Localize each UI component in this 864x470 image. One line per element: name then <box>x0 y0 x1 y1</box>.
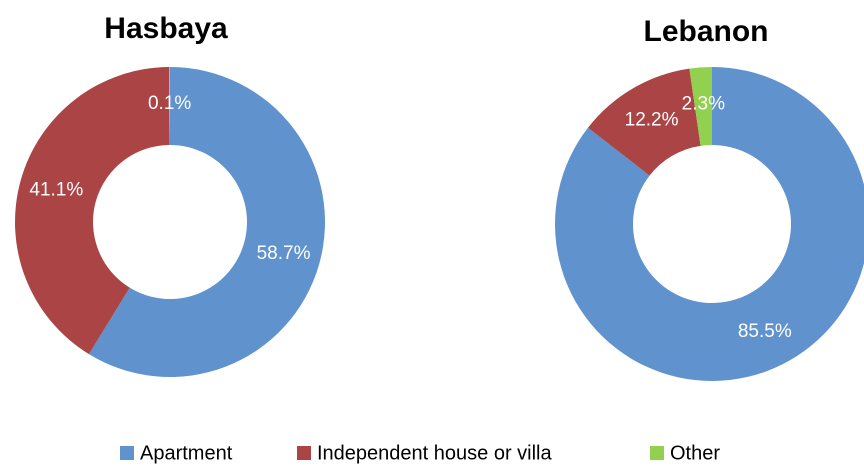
slice <box>555 67 864 381</box>
chart-title: Hasbaya <box>104 12 228 45</box>
legend-swatch <box>650 446 664 460</box>
legend-swatch <box>120 446 134 460</box>
slice <box>169 67 170 146</box>
legend-swatch <box>297 446 311 460</box>
value-label: 2.3% <box>682 93 725 114</box>
value-label: 0.1% <box>148 93 191 114</box>
chart-title: Lebanon <box>644 15 769 48</box>
legend-label: Other <box>670 442 720 464</box>
slice <box>689 67 712 146</box>
slice <box>88 67 326 377</box>
slice <box>15 67 170 355</box>
legend-label: Apartment <box>140 442 233 464</box>
value-label: 58.7% <box>257 243 311 264</box>
value-label: 85.5% <box>738 321 792 342</box>
value-label: 41.1% <box>29 179 83 200</box>
value-label: 12.2% <box>625 109 679 130</box>
legend-label: Independent house or villa <box>317 442 552 464</box>
slice <box>587 68 701 176</box>
